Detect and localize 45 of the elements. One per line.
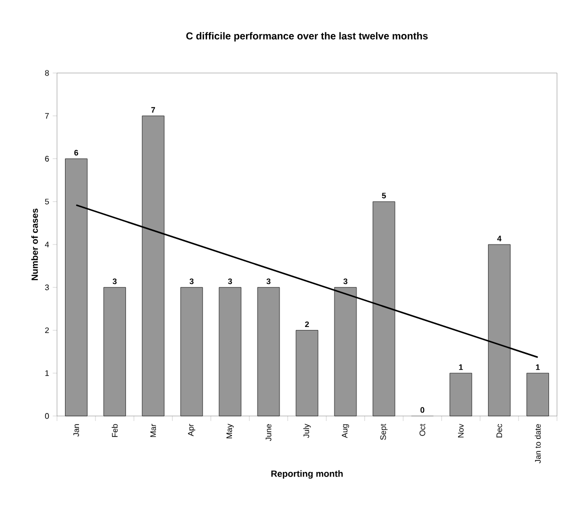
x-tick-label: May <box>226 424 234 438</box>
data-label: 3 <box>343 278 348 284</box>
data-label: 4 <box>497 236 502 242</box>
chart-title: C difficile performance over the last twelve months <box>186 32 428 42</box>
x-tick-label: Feb <box>112 424 118 437</box>
x-tick-label: Dec <box>496 424 502 438</box>
data-label: 1 <box>536 364 540 370</box>
x-tick-label: June <box>266 424 272 442</box>
x-tick-label: Oct <box>420 424 426 436</box>
x-tick-label: Jan to date <box>534 424 541 464</box>
x-tick-label: Jan <box>73 424 80 437</box>
bar <box>257 287 280 416</box>
y-tick-label: 7 <box>45 113 49 119</box>
bar <box>180 287 203 416</box>
data-label: 1 <box>459 364 463 370</box>
y-tick-label: 0 <box>45 413 49 419</box>
x-tick-label: July <box>303 424 311 438</box>
bar <box>103 287 126 416</box>
data-label: 3 <box>112 278 117 284</box>
y-tick-label: 8 <box>45 70 49 76</box>
bar <box>450 372 472 416</box>
x-tick-label: Sept <box>380 424 388 440</box>
bar <box>296 330 318 416</box>
x-tick-label: Nov <box>458 424 464 438</box>
data-label: 3 <box>190 278 194 284</box>
data-label: 7 <box>151 107 156 113</box>
data-label: 3 <box>228 278 232 284</box>
y-tick-label: 4 <box>44 242 49 248</box>
y-tick-label: 5 <box>45 198 49 204</box>
x-tick-label: Mar <box>150 424 156 437</box>
x-tick-label: Apr <box>188 424 196 436</box>
data-label: 6 <box>74 150 78 156</box>
x-axis-title: Reporting month <box>271 470 343 479</box>
y-tick-label: 6 <box>45 156 49 162</box>
x-tick-label: Aug <box>342 424 350 438</box>
y-axis-title: Number of cases <box>31 208 38 280</box>
data-label: 5 <box>382 192 386 198</box>
y-tick-label: 1 <box>45 370 49 376</box>
y-tick-label: 2 <box>45 327 49 334</box>
data-label: 3 <box>266 278 270 284</box>
bar <box>218 287 242 416</box>
y-tick-label: 3 <box>45 284 49 290</box>
data-label: 0 <box>420 407 424 413</box>
data-label: 2 <box>305 321 309 328</box>
bar <box>526 372 549 416</box>
